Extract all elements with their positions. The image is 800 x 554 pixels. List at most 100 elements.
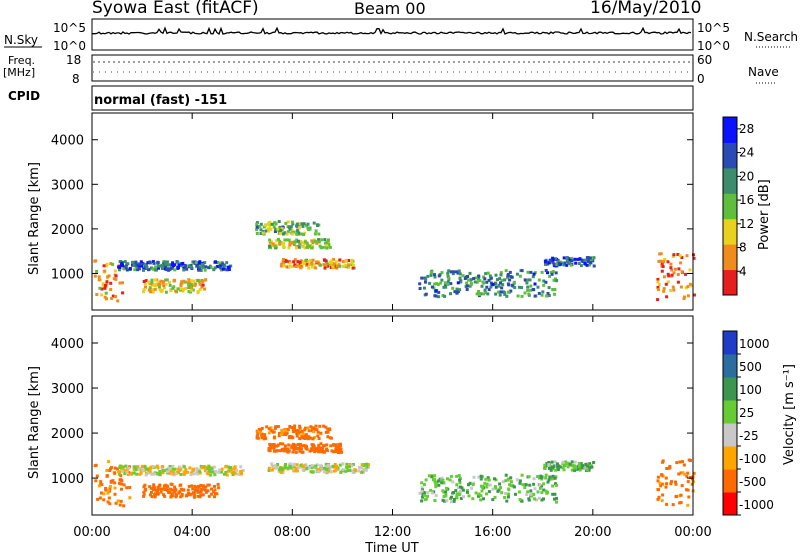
data-cell	[196, 494, 200, 498]
data-cell	[161, 265, 164, 269]
data-cell	[551, 260, 555, 264]
data-cell	[447, 276, 451, 280]
data-cell	[322, 258, 326, 262]
data-cell	[548, 274, 552, 278]
data-cell	[680, 484, 684, 488]
data-cell	[335, 264, 339, 268]
data-cell	[169, 289, 173, 293]
data-cell	[449, 500, 453, 504]
data-cell	[102, 492, 106, 496]
data-cell	[159, 487, 163, 491]
data-cell	[207, 470, 211, 474]
data-cell	[289, 225, 293, 229]
data-cell	[487, 478, 491, 482]
data-cell	[291, 264, 295, 268]
data-cell	[177, 491, 181, 495]
data-cell	[290, 220, 294, 224]
data-cell	[572, 466, 576, 470]
data-cell	[274, 227, 278, 231]
data-cell	[308, 262, 312, 266]
data-cell	[327, 465, 331, 469]
data-cell	[118, 503, 122, 507]
data-cell	[121, 281, 124, 285]
data-cell	[433, 499, 437, 502]
data-cell	[298, 424, 302, 428]
data-cell	[312, 263, 316, 267]
data-cell	[268, 224, 272, 228]
data-cell	[326, 427, 330, 431]
freq-panel: Freq. [MHz] 18 8 60 0 Nave	[3, 53, 779, 86]
data-cell	[309, 470, 313, 474]
y-tick-label: 3000	[51, 382, 84, 397]
data-cell	[682, 463, 686, 467]
data-cell	[213, 488, 217, 492]
data-cell	[424, 277, 428, 281]
data-cell	[140, 467, 144, 471]
data-cell	[256, 432, 260, 436]
data-cell	[665, 467, 669, 470]
data-cell	[660, 269, 664, 273]
data-cell	[333, 262, 337, 266]
data-cell	[347, 259, 351, 262]
data-cell	[518, 481, 522, 485]
data-cell	[105, 297, 108, 301]
data-cell	[162, 262, 166, 266]
data-cell	[310, 427, 314, 430]
data-cell	[199, 483, 203, 487]
data-cell	[666, 280, 670, 284]
data-cell	[120, 487, 123, 491]
data-cell	[556, 465, 560, 469]
data-cell	[570, 259, 574, 263]
data-cell	[148, 286, 152, 290]
data-cell	[110, 466, 113, 470]
data-cell	[521, 483, 525, 487]
data-cell	[420, 499, 424, 503]
data-cell	[571, 463, 575, 467]
data-cell	[226, 469, 230, 473]
data-cell	[536, 285, 540, 289]
data-cell	[437, 483, 441, 487]
data-cell	[143, 483, 147, 487]
data-cell	[173, 485, 177, 489]
data-cell	[295, 434, 299, 438]
data-cell	[317, 261, 321, 265]
data-cell	[158, 288, 162, 292]
data-cell	[325, 443, 329, 447]
data-cell	[291, 222, 295, 226]
data-cell	[360, 470, 364, 474]
data-cell	[170, 488, 174, 492]
data-cell	[202, 486, 206, 490]
data-cell	[149, 290, 153, 294]
data-cell	[537, 496, 541, 500]
data-cell	[308, 227, 312, 231]
data-cell	[532, 288, 536, 292]
data-cell	[165, 278, 169, 282]
data-cell	[487, 278, 491, 282]
data-cell	[578, 257, 582, 261]
data-cell	[491, 487, 495, 491]
data-cell	[310, 447, 313, 451]
data-cell	[142, 485, 146, 489]
data-cell	[316, 467, 320, 471]
colorbar-tick-label: -1000	[739, 498, 774, 512]
data-cell	[542, 488, 546, 492]
data-cell	[280, 428, 284, 432]
power-colorbar-label: Power [dB]	[757, 179, 772, 250]
data-cell	[556, 468, 560, 471]
data-cell	[109, 262, 113, 266]
data-cell	[506, 290, 510, 294]
power-colorbar: 28 24 20 16 12 8 4	[722, 116, 754, 296]
data-cell	[683, 295, 686, 299]
data-cell	[449, 282, 453, 286]
data-cell	[590, 465, 594, 469]
data-cell	[288, 425, 292, 428]
data-cell	[551, 258, 555, 262]
data-cell	[154, 282, 158, 286]
data-cell	[196, 484, 200, 488]
data-cell	[95, 269, 99, 273]
data-cell	[498, 482, 502, 486]
data-cell	[107, 460, 111, 464]
data-cell	[101, 282, 105, 286]
data-cell	[174, 495, 178, 499]
data-cell	[178, 468, 182, 472]
